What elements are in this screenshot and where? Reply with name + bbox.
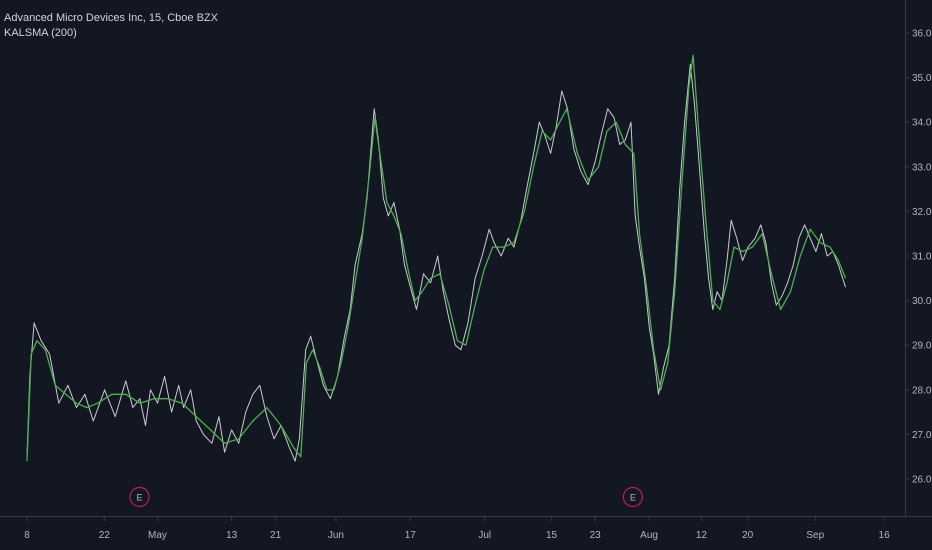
price-tick-label: 36.00 [912, 29, 932, 40]
time-tick-label: Jun [328, 530, 344, 541]
time-tick-label: Jul [478, 530, 491, 541]
time-tick-label: 13 [226, 530, 238, 541]
price-tick-label: 29.00 [912, 341, 932, 352]
kalsma-line [26, 54, 847, 462]
time-tick-label: 17 [405, 530, 417, 541]
price-tick-label: 34.00 [912, 118, 932, 129]
earnings-marker[interactable] [622, 486, 643, 508]
price-line [26, 63, 846, 462]
price-tick-label: 33.00 [912, 162, 932, 173]
time-axis[interactable]: 8 22 May 13 21 Jun 17 Jul 15 23 Aug 12 20 Sep 16 [24, 516, 890, 541]
price-tick-label: 26.00 [912, 475, 932, 486]
price-tick-label: 30.00 [912, 296, 932, 307]
time-tick-label: 15 [546, 530, 558, 541]
plot-area[interactable] [26, 54, 847, 462]
time-tick-label: Aug [640, 530, 658, 541]
earnings-marker-label: E [137, 493, 143, 503]
chart-legend: Advanced Micro Devices Inc, 15, Cboe BZX… [4, 13, 218, 43]
price-tick-label: 27.00 [912, 430, 932, 441]
earnings-marker[interactable] [129, 486, 150, 508]
time-tick-label: 12 [696, 530, 708, 541]
time-tick-label: 8 [24, 530, 30, 541]
price-axis[interactable]: 26.00 27.00 28.00 29.00 30.00 31.00 32.00 33.00… [905, 29, 932, 486]
time-tick-label: 22 [99, 530, 111, 541]
time-tick-label: 16 [879, 530, 891, 541]
time-tick-label: Sep [806, 530, 824, 541]
price-tick-label: 31.00 [912, 252, 932, 263]
time-tick-label: 20 [742, 530, 754, 541]
time-tick-label: May [148, 530, 167, 541]
time-tick-label: 23 [590, 530, 602, 541]
price-tick-label: 32.00 [912, 207, 932, 218]
time-tick-label: 21 [270, 530, 282, 541]
indicator-label[interactable]: KALSMA (200) [4, 27, 77, 39]
earnings-marker-label: E [630, 493, 636, 503]
price-tick-label: 28.00 [912, 385, 932, 396]
symbol-title[interactable]: Advanced Micro Devices Inc, 15, Cboe BZX [4, 12, 218, 24]
price-tick-label: 35.00 [912, 73, 932, 84]
